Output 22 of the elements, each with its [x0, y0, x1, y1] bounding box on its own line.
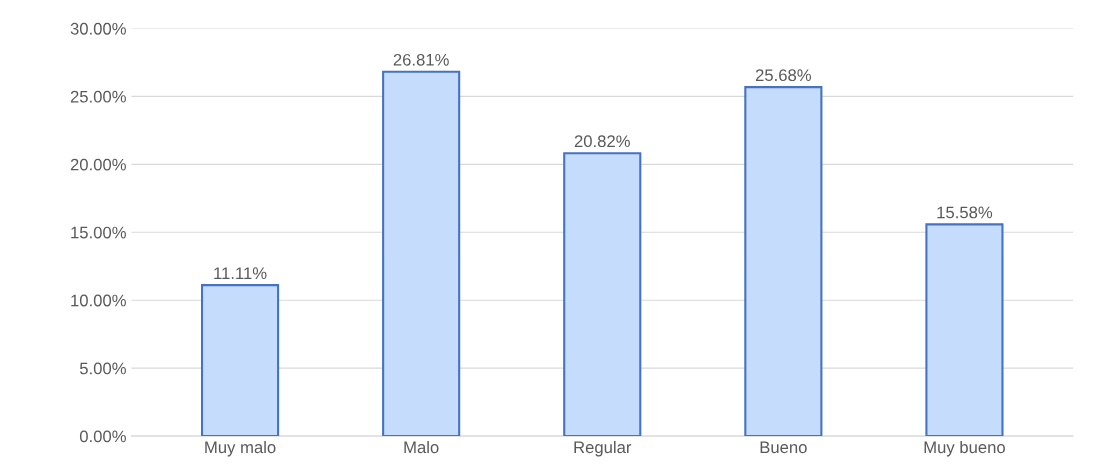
x-tick-label: Muy bueno	[924, 440, 1005, 457]
data-label: 25.68%	[755, 69, 812, 82]
data-label: 26.81%	[393, 53, 449, 66]
data-label: 15.58%	[937, 206, 993, 219]
bar	[744, 86, 823, 437]
y-tick-label: 5.00%	[79, 362, 126, 375]
x-tick-label: Bueno	[760, 441, 807, 454]
y-tick-label: 15.00%	[71, 226, 126, 239]
y-tick-label: 25.00%	[70, 90, 126, 103]
bar	[200, 284, 280, 437]
x-tick-label: Muy malo	[205, 440, 276, 457]
bar	[925, 223, 1004, 437]
data-label: 20.82%	[574, 135, 630, 148]
y-tick-label: 10.00%	[71, 294, 126, 307]
y-tick-label: 30.00%	[70, 22, 126, 35]
data-label: 11.11%	[214, 267, 267, 279]
bar	[382, 70, 461, 437]
x-tick-label: Malo	[404, 440, 439, 454]
x-tick-label: Regular	[574, 440, 632, 457]
y-tick-label: 0.00%	[79, 430, 126, 443]
y-tick-label: 20.00%	[70, 158, 126, 171]
bar	[563, 152, 642, 437]
